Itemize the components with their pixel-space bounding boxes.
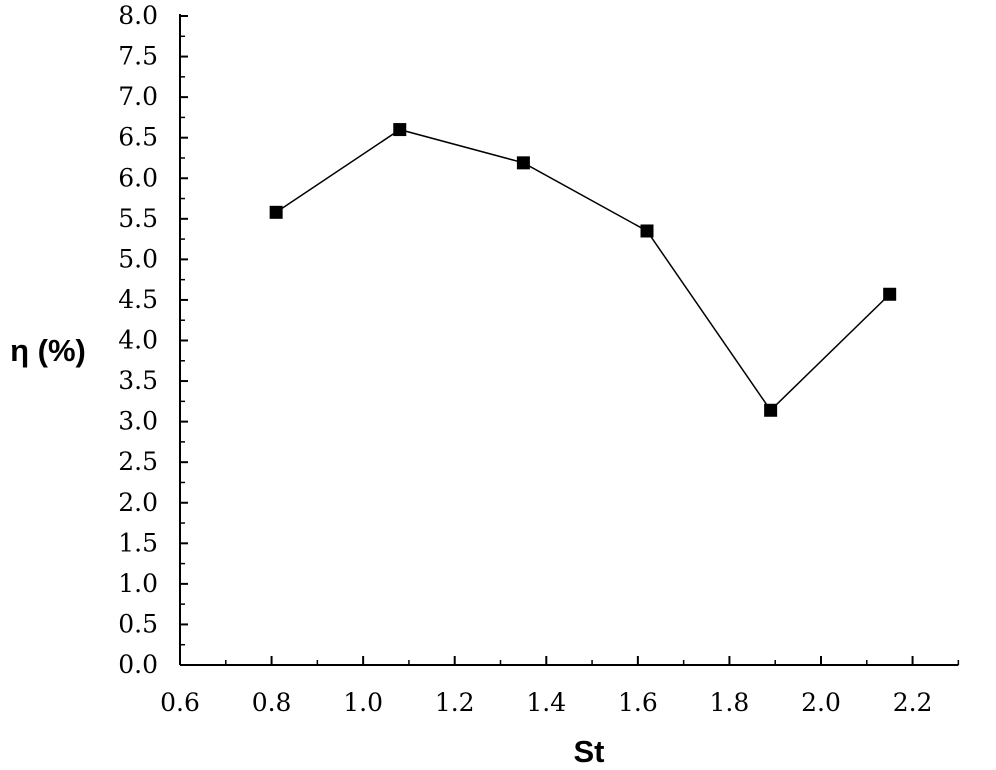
x-tick-label: 1.4	[526, 688, 566, 717]
y-tick-label: 6.5	[118, 123, 158, 152]
x-tick-label: 1.8	[710, 688, 750, 717]
y-tick-label: 5.0	[118, 244, 158, 273]
x-tick-label: 1.2	[435, 688, 475, 717]
x-axis-title: St	[574, 734, 605, 769]
y-tick-label: 4.0	[118, 326, 158, 355]
y-tick-label: 7.5	[118, 42, 158, 71]
data-point-marker	[764, 403, 778, 417]
x-tick-label: 2.2	[893, 688, 933, 717]
y-tick-label: 5.5	[118, 204, 158, 233]
y-tick-label: 6.0	[118, 163, 158, 192]
y-tick-label: 0.5	[118, 609, 158, 638]
y-tick-label: 2.0	[118, 488, 158, 517]
x-tick-label: 2.0	[801, 688, 841, 717]
data-point-marker	[269, 205, 283, 219]
y-axis-ticks: 0.0 0.5 1.0 1.5 2.0 2.5 3.0 3.5 4.0 4.5 5.0 5.5 6.0 6…	[118, 1, 188, 679]
x-tick-label: 1.6	[618, 688, 658, 717]
y-tick-label: 1.0	[118, 569, 158, 598]
x-tick-label: 0.8	[252, 688, 292, 717]
x-axis-ticks: 0.6 0.8 1.0 1.2 1.4 1.6 1.8 2.0 2.2	[160, 656, 960, 717]
data-point-marker	[516, 156, 530, 170]
y-tick-label: 3.5	[118, 366, 158, 395]
data-point-marker	[393, 123, 407, 137]
y-tick-label: 8.0	[118, 1, 158, 30]
y-axis-title: η (%)	[10, 333, 86, 368]
axes	[179, 14, 959, 666]
y-tick-label: 4.5	[118, 285, 158, 314]
y-tick-label: 0.0	[118, 650, 158, 679]
data-series	[269, 123, 897, 417]
y-tick-label: 7.0	[118, 82, 158, 111]
y-tick-label: 1.5	[118, 528, 158, 557]
y-tick-label: 3.0	[118, 407, 158, 436]
data-point-marker	[883, 287, 897, 301]
data-point-marker	[640, 224, 654, 238]
x-tick-label: 1.0	[343, 688, 383, 717]
series-line	[275, 128, 891, 412]
x-tick-label: 0.6	[160, 688, 200, 717]
y-tick-label: 2.5	[118, 447, 158, 476]
